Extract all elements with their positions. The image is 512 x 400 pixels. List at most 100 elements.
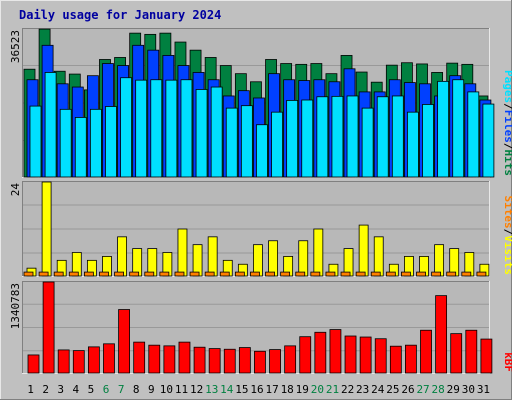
x-tick-label: 29 xyxy=(447,383,460,396)
bar-pages-day-5 xyxy=(89,108,102,178)
x-tick-label: 1 xyxy=(27,383,34,396)
bar-kb-day-6 xyxy=(103,343,115,374)
x-tick-label: 26 xyxy=(401,383,414,396)
bar-kb-day-14 xyxy=(223,348,236,374)
bar-kb-day-16 xyxy=(254,350,266,374)
bar-sites-day-26 xyxy=(401,271,411,277)
bar-visits-day-20 xyxy=(313,228,324,277)
x-tick-label: 13 xyxy=(205,383,218,396)
bar-kb-day-4 xyxy=(72,350,85,374)
bar-pages-day-14 xyxy=(225,107,238,178)
bar-visits-day-12 xyxy=(192,244,203,277)
bar-kb-day-13 xyxy=(208,348,221,374)
bar-sites-day-17 xyxy=(265,271,275,277)
x-tick-label: 25 xyxy=(386,383,399,396)
bar-pages-day-7 xyxy=(120,77,132,178)
x-axis: 1 2 3 4 5 6 7 8 9 10 11 12 13 14 15 16 17 18 19 20 21 22 23 24 2… xyxy=(27,383,490,396)
x-tick-label: 16 xyxy=(250,383,263,396)
y-max-label: 24 xyxy=(9,183,22,197)
x-tick-label: 31 xyxy=(477,383,490,396)
y-max-label: 36523 xyxy=(9,30,22,63)
bar-kb-day-29 xyxy=(450,333,463,374)
bar-kb-day-31 xyxy=(480,338,493,374)
x-tick-label: 27 xyxy=(416,383,429,396)
bar-pages-day-12 xyxy=(195,89,208,178)
legend-entry: / xyxy=(502,103,512,110)
bar-pages-day-1 xyxy=(29,105,42,178)
bar-pages-day-18 xyxy=(286,100,299,178)
bar-pages-day-16 xyxy=(256,124,268,178)
bar-visits-day-13 xyxy=(207,236,218,277)
bar-sites-day-12 xyxy=(189,271,200,277)
legend-entry: Hits xyxy=(502,150,512,177)
x-tick-label: 22 xyxy=(341,383,354,396)
bar-pages-day-24 xyxy=(376,96,389,178)
legend-entry: / xyxy=(502,229,512,236)
bar-kb-day-1 xyxy=(27,354,40,374)
chart-panels: 36523Pages/Files/Hits24Sites/Visits13407… xyxy=(9,28,512,374)
bar-kb-day-19 xyxy=(299,336,312,374)
bar-pages-day-27 xyxy=(422,104,434,178)
bar-sites-day-18 xyxy=(280,271,291,277)
bar-sites-day-22 xyxy=(340,271,351,277)
series-legend: Sites/Visits xyxy=(502,196,512,276)
bar-kb-day-5 xyxy=(87,346,100,374)
x-tick-label: 6 xyxy=(103,383,110,396)
bar-pages-day-22 xyxy=(346,95,359,178)
bar-kb-day-12 xyxy=(193,346,206,374)
panel-kbytes: 1340783 kBF xyxy=(9,281,512,374)
bar-pages-day-6 xyxy=(105,106,117,178)
bar-sites-day-9 xyxy=(144,271,155,277)
bar-sites-day-2 xyxy=(38,271,49,277)
bar-kb-day-24 xyxy=(374,338,387,374)
x-tick-label: 4 xyxy=(73,383,80,396)
bar-pages-day-9 xyxy=(150,79,163,178)
bar-sites-day-15 xyxy=(234,271,245,277)
bar-pages-day-26 xyxy=(407,111,419,178)
bar-sites-day-16 xyxy=(250,271,260,277)
bar-sites-day-5 xyxy=(83,271,94,277)
bar-pages-day-29 xyxy=(452,79,465,178)
bar-kb-day-8 xyxy=(133,341,146,374)
bar-sites-day-30 xyxy=(461,271,472,277)
bar-visits-day-17 xyxy=(268,240,278,277)
bar-kb-day-21 xyxy=(329,329,342,374)
bar-kb-day-3 xyxy=(57,349,70,374)
y-max-label: 1340783 xyxy=(9,283,22,329)
bar-kb-day-26 xyxy=(405,344,417,374)
x-tick-label: 9 xyxy=(148,383,155,396)
legend-entry: Pages xyxy=(502,70,512,103)
bar-pages-day-15 xyxy=(240,105,253,178)
x-tick-label: 7 xyxy=(118,383,125,396)
x-tick-label: 10 xyxy=(160,383,173,396)
x-tick-label: 23 xyxy=(356,383,369,396)
bar-pages-day-20 xyxy=(316,96,329,178)
bar-sites-day-19 xyxy=(295,271,306,277)
bar-sites-day-4 xyxy=(68,271,79,277)
bar-pages-day-13 xyxy=(210,86,223,178)
x-tick-label: 3 xyxy=(57,383,64,396)
x-tick-label: 5 xyxy=(88,383,95,396)
bar-kb-day-10 xyxy=(163,345,176,374)
bar-sites-day-10 xyxy=(159,271,170,277)
x-tick-label: 12 xyxy=(190,383,203,396)
x-tick-label: 28 xyxy=(432,383,445,396)
bar-pages-day-23 xyxy=(361,107,374,178)
bar-pages-day-3 xyxy=(59,108,72,178)
bar-sites-day-1 xyxy=(23,271,34,277)
x-tick-label: 24 xyxy=(371,383,385,396)
bar-sites-day-21 xyxy=(325,271,336,277)
bar-kb-day-9 xyxy=(148,344,161,374)
bar-kb-day-20 xyxy=(314,331,327,374)
bar-sites-day-6 xyxy=(99,271,109,277)
bar-kb-day-11 xyxy=(178,341,191,374)
legend-entry: kB xyxy=(502,352,512,366)
bar-visits-day-24 xyxy=(373,236,384,277)
bar-visits-day-7 xyxy=(117,236,127,277)
bar-kb-day-30 xyxy=(465,329,478,374)
chart-title: Daily usage for January 2024 xyxy=(19,8,221,22)
bar-sites-day-31 xyxy=(476,271,487,277)
bar-sites-day-20 xyxy=(310,271,321,277)
